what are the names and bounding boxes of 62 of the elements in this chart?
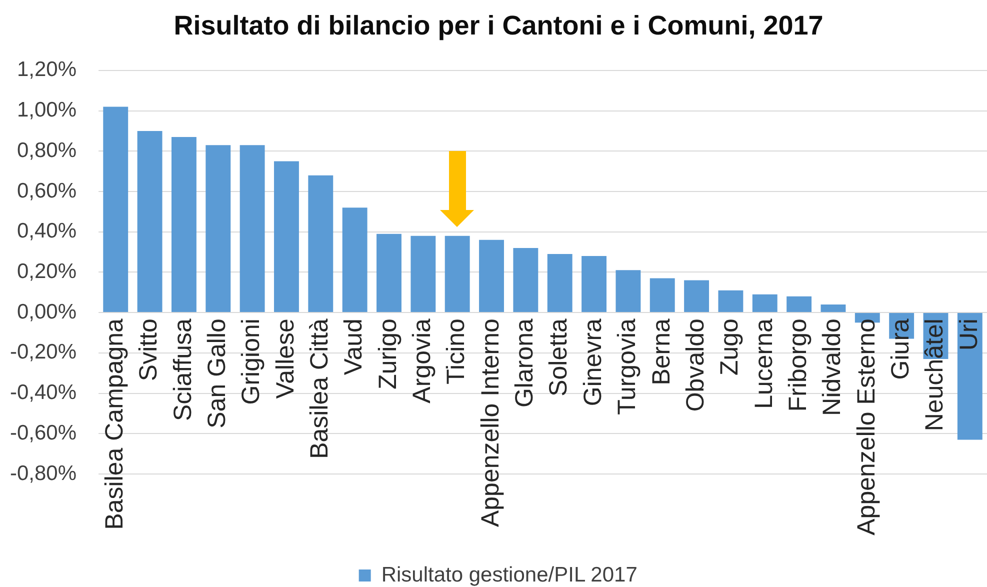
x-tick-label: Appenzello Esterno — [852, 318, 880, 536]
bar — [582, 256, 606, 312]
x-tick-label: Zugo — [716, 318, 744, 376]
bar — [547, 254, 572, 312]
x-tick-label: Obvaldo — [681, 318, 710, 412]
x-tick-label: Vaud — [340, 318, 368, 376]
x-tick-label: Argovia — [408, 318, 436, 404]
x-tick-label: San Gallo — [203, 318, 232, 428]
bar — [206, 145, 231, 312]
bar — [103, 106, 128, 312]
bar — [240, 145, 265, 312]
y-tick-label: 0,80% — [16, 138, 77, 162]
y-tick-label: 1,00% — [16, 98, 77, 122]
y-tick-label: 0,20% — [16, 260, 77, 283]
bar — [513, 248, 538, 312]
x-tick-label: Lucerna — [750, 318, 778, 409]
legend-label: Risultato gestione/PIL 2017 — [381, 563, 638, 586]
chart-title: Risultato di bilancio per i Cantoni e i Comuni, 2017 — [174, 10, 824, 41]
bar — [616, 270, 641, 312]
bar — [410, 236, 436, 312]
x-tick-label: Friborgo — [784, 318, 812, 412]
x-tick-label: Vallese — [271, 318, 300, 399]
x-tick-label: Nidvaldo — [818, 318, 846, 416]
x-tick-label: Basilea Città — [306, 318, 334, 459]
x-tick-label: Soletta — [544, 318, 573, 396]
x-tick-label: Svitto — [134, 318, 163, 382]
bar — [308, 175, 334, 312]
y-tick-label: -0,80% — [10, 462, 77, 485]
x-tick-label: Berna — [647, 318, 676, 386]
bar — [752, 294, 778, 312]
y-tick-label: 0,40% — [16, 220, 77, 243]
x-tick-label: Zurigo — [374, 318, 402, 390]
bar — [820, 304, 846, 312]
y-tick-label: 0,00% — [16, 300, 77, 324]
x-tick-label: Basilea Campagna — [100, 318, 129, 530]
y-tick-label: 1,20% — [16, 58, 77, 82]
bar — [137, 130, 162, 312]
x-tick-label: Ginevra — [578, 318, 607, 406]
bar — [684, 280, 710, 312]
bar — [786, 296, 812, 312]
bar — [342, 208, 368, 312]
bar — [376, 234, 402, 312]
x-tick-label: Giura — [886, 318, 914, 380]
bar — [650, 278, 675, 312]
bar — [274, 161, 299, 312]
x-tick-label: Turgovia — [613, 318, 642, 415]
x-tick-label: Neuchâtel — [920, 318, 949, 432]
x-tick-label: Appenzello Interno — [476, 318, 504, 528]
x-tick-label: Grigioni — [237, 318, 266, 405]
x-tick-label: Sciaffusa — [168, 318, 197, 421]
y-tick-label: 0,60% — [16, 179, 77, 202]
y-tick-label: -0,40% — [10, 381, 77, 404]
x-tick-label: Ticino — [442, 318, 470, 384]
bar — [479, 240, 504, 312]
bar — [171, 136, 196, 312]
x-tick-label: Glarona — [510, 318, 539, 408]
x-tick-label: Uri — [954, 318, 983, 350]
bar — [444, 236, 470, 312]
y-tick-label: -0,60% — [10, 421, 77, 444]
bar — [718, 290, 744, 312]
y-tick-label: -0,20% — [10, 340, 77, 364]
bar — [957, 313, 982, 440]
